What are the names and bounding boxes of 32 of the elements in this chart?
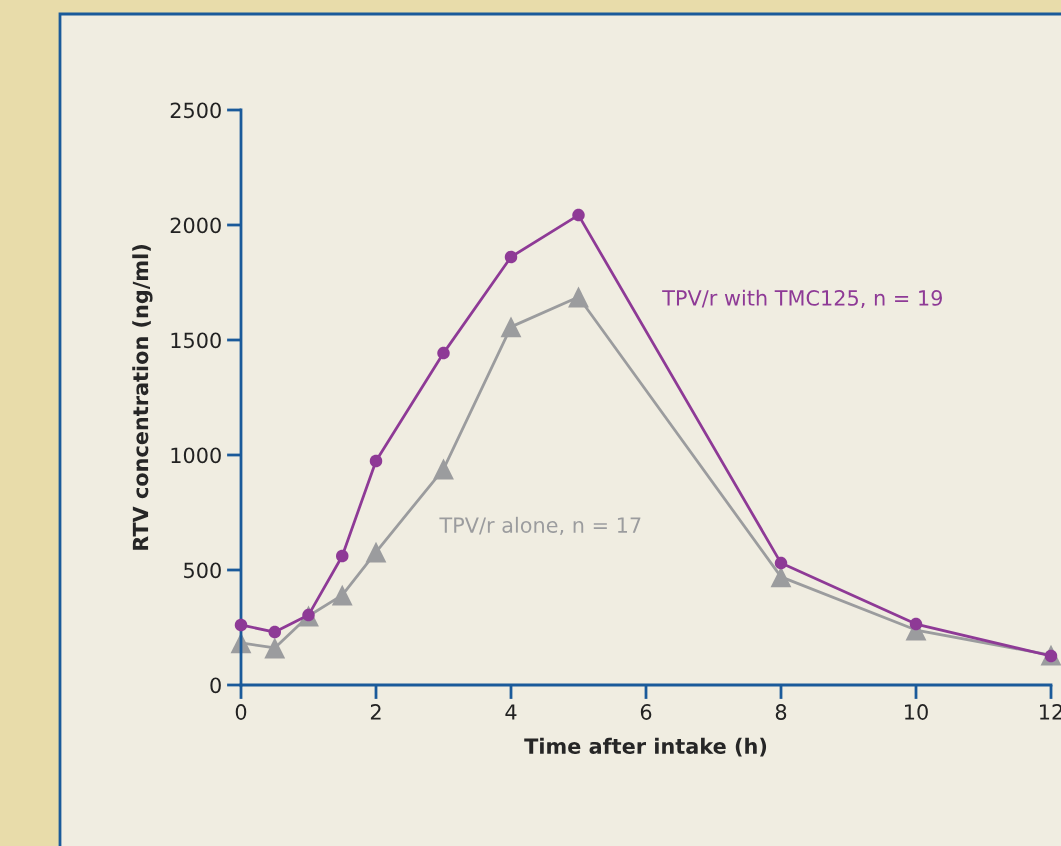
- point: [234, 618, 248, 632]
- point: [568, 286, 589, 308]
- point: [770, 566, 792, 588]
- point: [369, 454, 383, 468]
- point: [336, 549, 349, 563]
- series-label: TPV/r with TMC125, n = 19: [662, 289, 942, 308]
- y-tick-label: 2500: [170, 102, 221, 119]
- y-tick-label: 1500: [171, 332, 221, 349]
- point: [572, 208, 585, 222]
- x-axis-title: Time after intake (h): [524, 737, 767, 757]
- y-axis-title: RTV concentration (ng/ml): [132, 245, 153, 550]
- y-tick-label: 1000: [171, 447, 221, 464]
- x-tick-label: 4: [505, 704, 517, 720]
- x-tick-label: 8: [775, 704, 787, 720]
- x-tick-label: 0: [235, 704, 247, 720]
- point: [331, 584, 353, 606]
- y-tick-label: 2000: [170, 217, 221, 234]
- y-tick-label: 0: [210, 677, 221, 694]
- point: [500, 316, 522, 338]
- point: [437, 346, 450, 360]
- series-label: TPV/r alone, n = 17: [439, 516, 641, 536]
- point: [774, 556, 788, 570]
- x-tick-label: 2: [370, 704, 381, 720]
- point: [504, 250, 518, 264]
- point: [909, 617, 923, 631]
- x-tick-label: 6: [640, 704, 652, 720]
- point: [433, 458, 454, 480]
- point: [268, 625, 281, 639]
- x-tick-label: 10: [905, 704, 928, 720]
- point: [264, 637, 286, 659]
- y-tick-label: 500: [184, 562, 221, 579]
- point: [365, 541, 387, 563]
